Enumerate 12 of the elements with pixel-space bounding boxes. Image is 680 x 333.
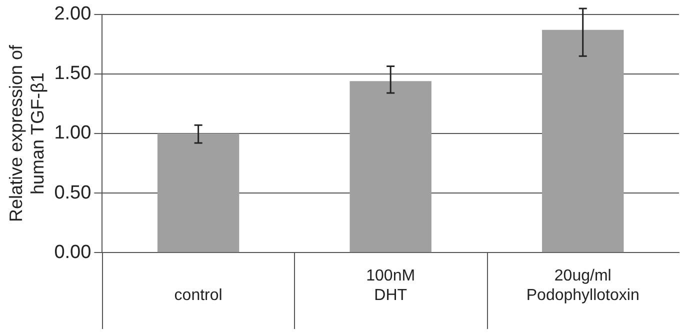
bar (542, 30, 624, 252)
y-tick-label: 0.00 (54, 242, 92, 263)
bar (157, 134, 240, 252)
y-tick-label: 1.50 (54, 63, 92, 84)
y-tick-label: 2.00 (54, 4, 92, 25)
y-tick-label: 0.50 (54, 182, 92, 204)
y-tick-label: 1.00 (54, 122, 92, 144)
y-axis-title: Relative expression of human TGF-β1 (6, 44, 48, 222)
x-tick-label: 100nM DHT (366, 268, 416, 304)
x-tick-label: 20ug/ml Podophyllotoxin (526, 268, 640, 304)
x-tick-label: control (174, 286, 222, 304)
bar (350, 81, 432, 252)
